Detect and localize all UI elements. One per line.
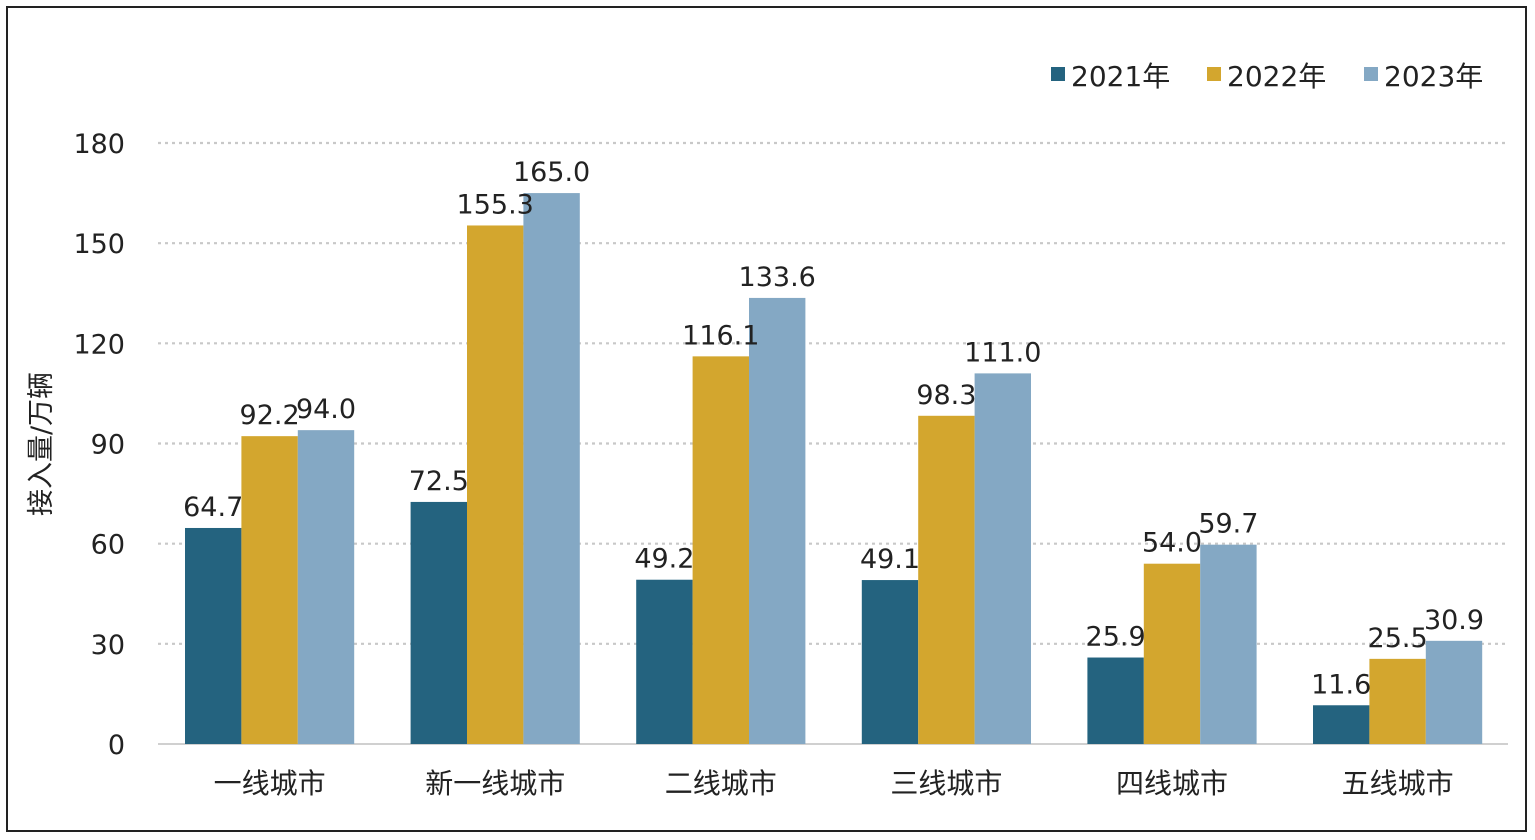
data-label: 64.7 xyxy=(183,492,243,523)
x-category-label: 四线城市 xyxy=(1116,767,1228,800)
x-axis: 一线城市 新一线城市 二线城市 三线城市 四线城市 五线城市 xyxy=(214,767,1454,800)
data-label: 54.0 xyxy=(1142,528,1202,559)
bar xyxy=(749,297,806,744)
data-label: 92.2 xyxy=(240,400,300,431)
legend-swatch xyxy=(1207,67,1221,81)
y-tick-label: 90 xyxy=(91,430,125,461)
data-label: 98.3 xyxy=(916,380,976,411)
legend-label: 2023年 xyxy=(1384,60,1483,93)
legend-label: 2022年 xyxy=(1227,60,1326,93)
bar xyxy=(861,580,919,744)
y-axis-title: 接入量/万辆 xyxy=(26,372,57,516)
bar xyxy=(241,436,298,744)
y-tick-label: 180 xyxy=(73,129,125,160)
x-category-label: 一线城市 xyxy=(214,767,326,800)
gridlines xyxy=(158,141,1508,645)
legend: 2021年 2022年 2023年 xyxy=(1051,60,1483,93)
bar xyxy=(297,430,355,744)
y-tick-label: 120 xyxy=(73,329,125,360)
bar xyxy=(1200,544,1257,744)
bar xyxy=(692,356,749,744)
bars xyxy=(185,193,1483,745)
data-label: 49.2 xyxy=(634,544,694,575)
bar xyxy=(636,579,693,744)
bar xyxy=(1143,563,1201,744)
x-category-label: 新一线城市 xyxy=(425,767,565,800)
data-label: 25.9 xyxy=(1086,622,1146,653)
bar xyxy=(1369,658,1426,744)
bar xyxy=(974,373,1031,744)
x-category-label: 三线城市 xyxy=(890,767,1002,800)
data-label: 133.6 xyxy=(739,262,816,293)
legend-swatch xyxy=(1051,67,1065,81)
x-category-label: 二线城市 xyxy=(665,767,777,800)
bar xyxy=(1425,640,1483,744)
bar xyxy=(918,415,975,744)
bar xyxy=(467,225,524,744)
legend-label: 2021年 xyxy=(1071,60,1170,93)
y-tick-label: 60 xyxy=(91,530,125,561)
bar xyxy=(185,527,242,744)
data-label: 111.0 xyxy=(964,337,1041,368)
bar xyxy=(523,193,580,745)
data-label: 116.1 xyxy=(682,320,759,351)
data-label: 11.6 xyxy=(1311,669,1371,700)
data-label: 30.9 xyxy=(1424,605,1484,636)
y-tick-label: 150 xyxy=(73,229,125,260)
x-category-label: 五线城市 xyxy=(1342,767,1454,800)
data-label: 25.5 xyxy=(1368,623,1428,654)
y-tick-label: 30 xyxy=(91,630,125,661)
bar xyxy=(1087,657,1144,744)
data-label: 155.3 xyxy=(457,189,534,220)
data-label: 165.0 xyxy=(513,157,590,188)
bar xyxy=(1313,705,1370,744)
legend-swatch xyxy=(1364,67,1378,81)
bar xyxy=(410,501,467,744)
data-label: 59.7 xyxy=(1198,509,1258,540)
data-label: 72.5 xyxy=(409,466,469,497)
data-label: 49.1 xyxy=(860,544,920,575)
y-axis: 0 30 60 90 120 150 180 xyxy=(73,129,1508,761)
data-label: 94.0 xyxy=(296,394,356,425)
y-tick-label: 0 xyxy=(108,730,125,761)
